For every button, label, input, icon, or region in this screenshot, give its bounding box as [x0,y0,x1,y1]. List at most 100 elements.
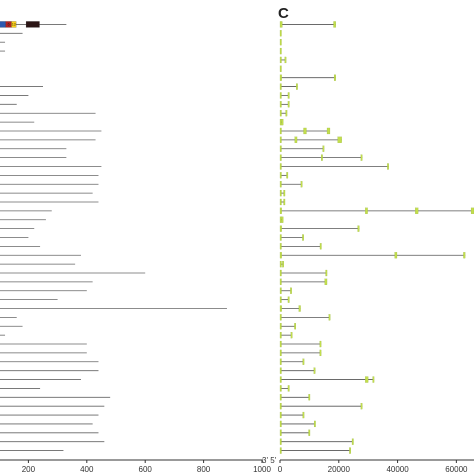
motif-row [0,254,81,256]
exon-box [279,181,282,188]
exon-box [281,118,284,126]
gene-row [279,394,311,401]
exon-box [279,163,282,170]
exon-box [285,110,288,117]
gene-row [279,296,290,303]
exon-box [279,376,282,383]
exon-box [290,287,292,294]
exon-box [283,190,286,197]
motif-row [0,343,87,345]
exon-box [387,163,389,170]
gene-row [279,39,282,46]
left-axis-tick-label: 1000 [253,465,271,474]
exon-box [279,47,282,55]
exon-box [322,145,325,152]
motif-box-label: 13 [12,23,16,27]
gene-row [279,278,328,285]
exon-box [279,296,282,303]
exon-box [279,207,282,214]
motif-box [11,21,17,28]
exon-box [282,261,284,268]
gene-row [279,376,375,383]
motif-row [0,86,43,87]
exon-box [279,323,282,330]
motif-row [0,450,64,451]
motif-row [0,166,102,167]
gene-row [279,403,363,410]
exon-box [333,74,336,81]
motif-row [0,201,99,203]
exon-box [279,314,282,321]
exon-box [365,207,368,214]
gene-row [279,234,304,241]
gene-structure-panel [279,21,474,454]
exon-box [302,234,304,241]
motif-row [0,423,93,425]
exon-box [325,269,328,277]
gene-row [279,429,311,436]
gene-row [279,47,282,55]
exon-box [279,447,282,454]
exon-box [294,323,297,330]
exon-box [279,198,282,206]
exon-box [279,252,282,259]
exon-box [279,269,282,277]
gene-row [279,349,322,357]
gene-row [279,323,297,330]
exon-box [279,394,282,401]
exon-box [313,420,316,428]
gene-row [279,21,336,28]
gene-row [279,145,325,152]
gene-row [279,127,331,135]
motif-row [0,95,29,96]
gene-row [279,101,290,108]
motif-row [0,237,29,238]
motif-row [0,103,17,105]
right-axis-tick-label: 0 [278,465,283,474]
motif-row [0,192,93,194]
motif-row [0,432,99,434]
motif-row [0,405,105,407]
right-axis-tick-label: 40000 [386,465,409,474]
exon-box [279,216,282,223]
exon-box [279,420,282,428]
exon-box [279,225,282,232]
motif-row [0,290,87,292]
gene-row [279,252,466,259]
exon-box [279,340,282,348]
exon-box [319,349,322,357]
motif-row [0,183,99,185]
motif-row [0,157,67,159]
exon-box [279,234,282,241]
gene-row [279,438,354,445]
motif-row [0,32,23,34]
exon-box [319,243,322,250]
gene-row [279,261,284,268]
gene-row [279,358,305,365]
exon-box [279,243,282,250]
gene-row [279,207,474,214]
gene-row [279,225,360,232]
exon-box [279,438,282,445]
gene-row [279,367,316,374]
exon-box [287,101,290,108]
exon-box [279,154,282,161]
exon-box [279,92,282,99]
left-axis-tick-label: 800 [197,465,211,474]
motif-row [0,299,58,301]
left-axis-tick-label: 600 [139,465,153,474]
gene-row [279,92,290,99]
exon-box [279,118,282,126]
gene-row [279,118,284,126]
exon-box [302,358,305,365]
exon-box [279,411,282,419]
exon-box [333,21,336,28]
motif-row [0,228,35,230]
gene-row [279,65,282,72]
motif-row [0,352,87,354]
motif-row [0,210,52,212]
exon-box [324,278,328,285]
exon-box [372,376,375,383]
exon-box [470,207,474,214]
exon-box [287,92,290,99]
